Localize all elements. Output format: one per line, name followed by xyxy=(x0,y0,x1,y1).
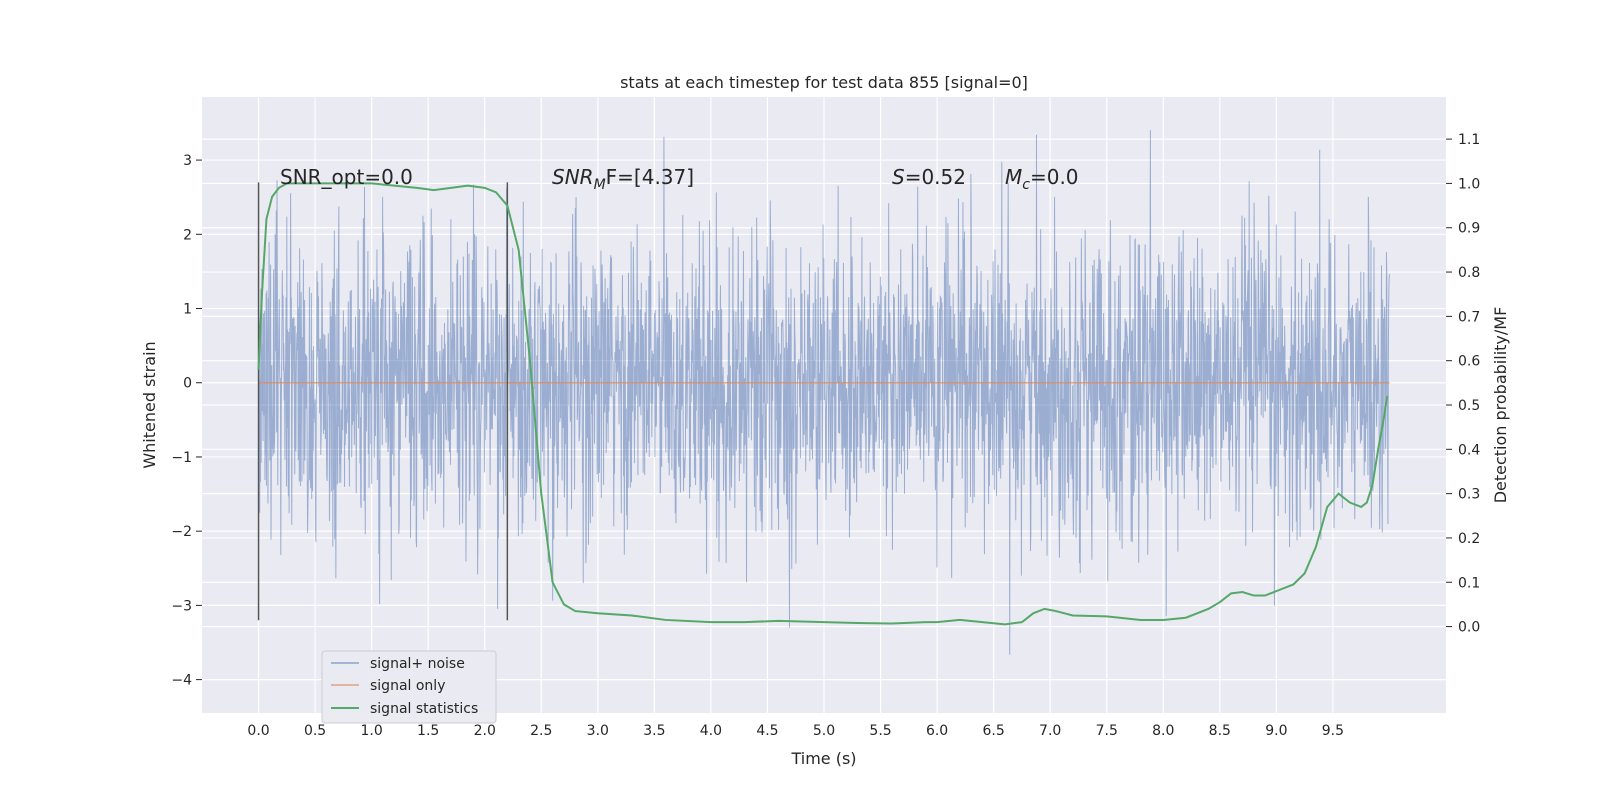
y2-tick-label: 0.7 xyxy=(1458,309,1480,325)
y2-tick-label: 0.0 xyxy=(1458,620,1480,636)
y-tick-label: 0 xyxy=(183,376,192,392)
legend-label-signal-only: signal only xyxy=(370,678,445,694)
x-tick-label: 9.0 xyxy=(1265,723,1287,739)
x-tick-label: 4.5 xyxy=(756,723,778,739)
x-tick-label: 7.0 xyxy=(1039,723,1061,739)
y2-axis-ticks: 1.1 1.0 0.9 0.8 0.7 0.6 0.5 0.4 0.3 0.2 0.1 0.0 xyxy=(1446,132,1480,636)
y2-tick-label: 0.2 xyxy=(1458,531,1480,547)
annotation-snr-mf: SNRMF=[4.37] xyxy=(552,165,694,193)
y2-tick-label: 0.6 xyxy=(1458,354,1480,370)
x-tick-label: 2.0 xyxy=(474,723,496,739)
y2-tick-label: 0.8 xyxy=(1458,265,1480,281)
y-tick-label: −3 xyxy=(171,598,192,614)
event-vlines xyxy=(257,182,509,621)
x-tick-label: 1.0 xyxy=(361,723,383,739)
legend-label-signal-noise: signal+ noise xyxy=(370,656,465,672)
annotation-s: S=0.52 xyxy=(892,165,966,189)
annotation-mc: Mc=0.0 xyxy=(1005,165,1079,193)
y-tick-label: 1 xyxy=(183,302,192,318)
x-axis-ticks: 0.0 0.5 1.0 1.5 2.0 2.5 3.0 3.5 4.0 4.5 5.0 5.5 6.0 6… xyxy=(247,723,1344,739)
y2-tick-label: 0.4 xyxy=(1458,442,1480,458)
y-tick-label: −4 xyxy=(171,673,192,689)
legend: signal+ noise signal only signal statist… xyxy=(321,650,497,724)
x-tick-label: 8.0 xyxy=(1152,723,1174,739)
x-tick-label: 6.5 xyxy=(983,723,1005,739)
x-tick-label: 9.5 xyxy=(1322,723,1344,739)
x-tick-label: 8.5 xyxy=(1209,723,1231,739)
legend-box xyxy=(321,650,497,724)
x-tick-label: 3.0 xyxy=(587,723,609,739)
x-tick-label: 5.0 xyxy=(813,723,835,739)
x-tick-label: 5.5 xyxy=(869,723,891,739)
y2-tick-label: 1.0 xyxy=(1458,176,1480,192)
x-tick-label: 3.5 xyxy=(643,723,665,739)
x-tick-label: 0.0 xyxy=(247,723,269,739)
x-tick-label: 4.0 xyxy=(700,723,722,739)
x-tick-label: 6.0 xyxy=(926,723,948,739)
y-axis-label: Whitened strain xyxy=(140,341,159,468)
y-tick-label: 2 xyxy=(183,227,192,243)
x-axis-label: Time (s) xyxy=(790,749,856,768)
x-tick-label: 1.5 xyxy=(417,723,439,739)
x-tick-label: 2.5 xyxy=(530,723,552,739)
y-axis-ticks: 3 2 1 0 −1 −2 −3 −4 xyxy=(171,153,202,689)
y2-axis-label: Detection probability/MF xyxy=(1491,307,1510,504)
x-tick-label: 7.5 xyxy=(1096,723,1118,739)
y-tick-label: 3 xyxy=(183,153,192,169)
series-signal-noise-line xyxy=(258,130,1390,655)
series-signal-noise xyxy=(258,130,1390,655)
legend-label-signal-statistics: signal statistics xyxy=(370,701,478,717)
x-tick-label: 0.5 xyxy=(304,723,326,739)
y2-tick-label: 0.9 xyxy=(1458,221,1480,237)
chart-title: stats at each timestep for test data 855… xyxy=(620,73,1028,92)
y2-tick-label: 1.1 xyxy=(1458,132,1480,148)
annotation-snr-opt: SNR_opt=0.0 xyxy=(280,165,413,189)
y2-tick-label: 0.5 xyxy=(1458,398,1480,414)
y-tick-label: −2 xyxy=(171,524,192,540)
y2-tick-label: 0.3 xyxy=(1458,487,1480,503)
series-signal-statistics xyxy=(257,182,1389,626)
y2-tick-label: 0.1 xyxy=(1458,575,1480,591)
y-tick-label: −1 xyxy=(171,450,192,466)
